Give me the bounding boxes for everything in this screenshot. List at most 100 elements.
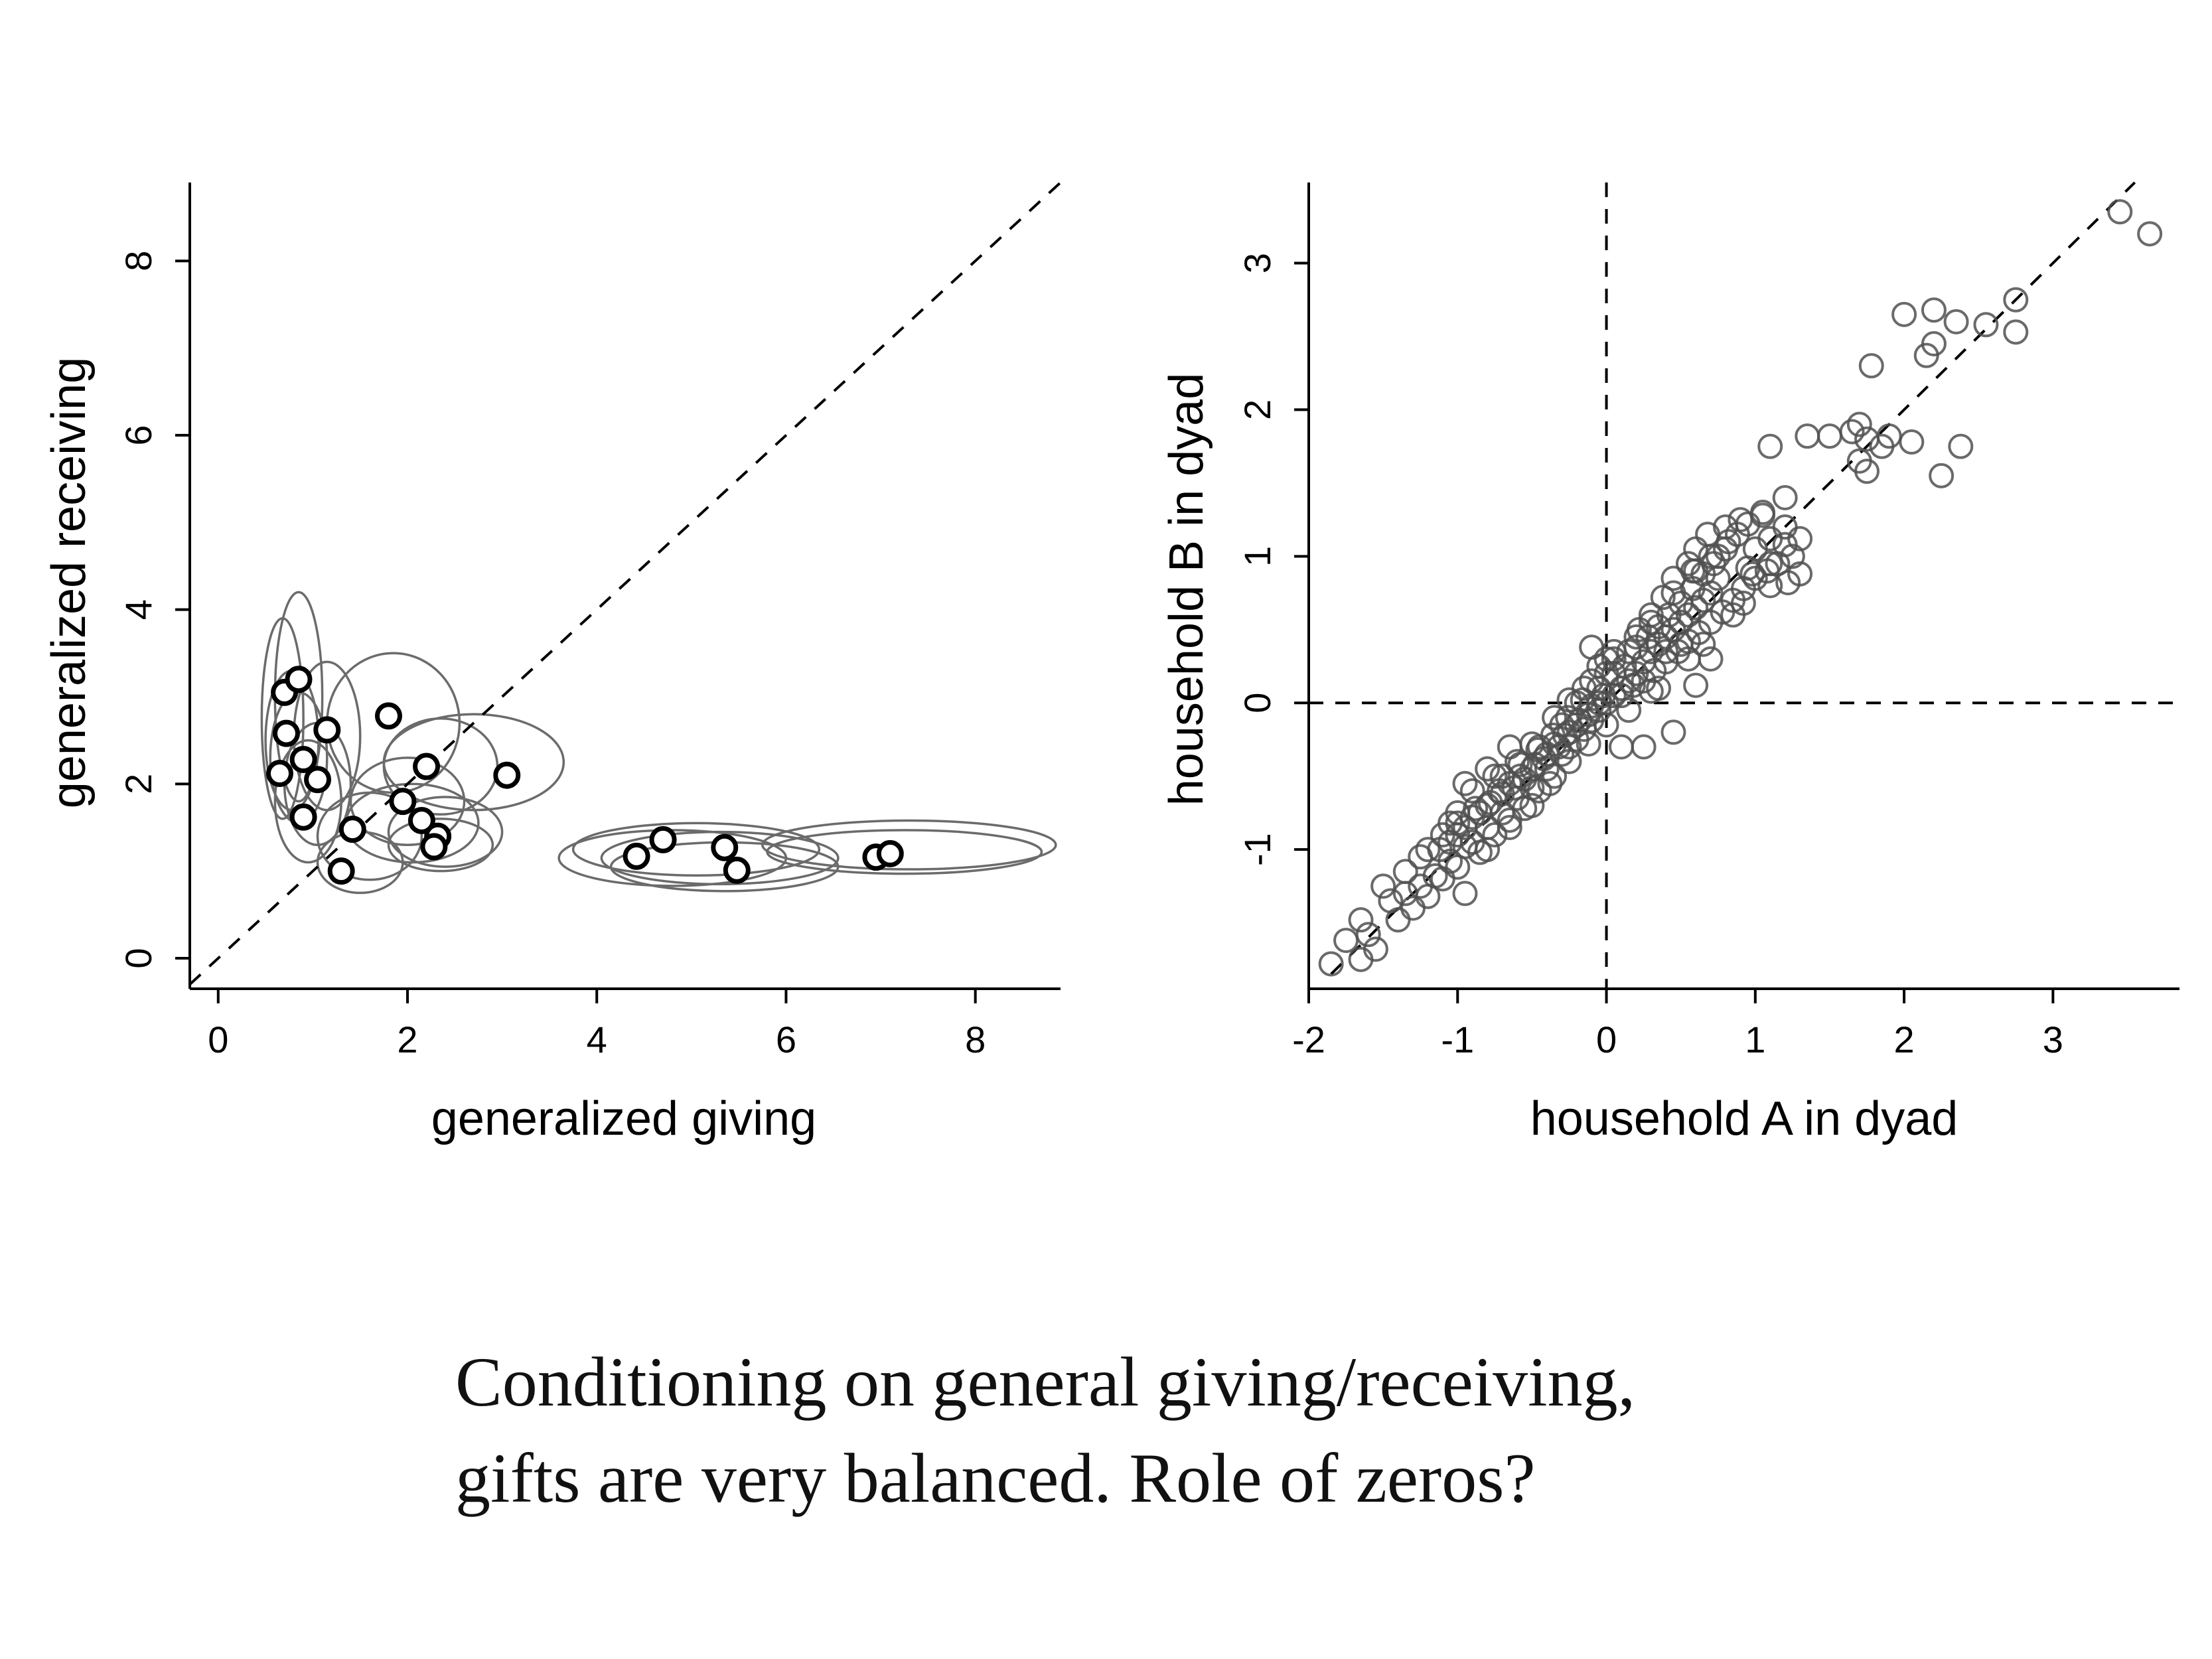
y-tick-label: 0 <box>1236 693 1278 713</box>
dyad-point <box>2107 199 2133 225</box>
posterior-ellipse <box>761 819 1057 871</box>
dyad-point <box>1846 448 1872 474</box>
y-tick-label: 4 <box>117 599 159 620</box>
household-point <box>389 788 417 816</box>
dyad-point <box>1482 763 1508 789</box>
dyad-point <box>1445 854 1471 880</box>
posterior-ellipse <box>260 617 305 820</box>
posterior-ellipse <box>600 830 840 886</box>
x-tick-label: 8 <box>965 1019 986 1060</box>
dyad-point <box>1579 634 1605 660</box>
x-tick-label: 2 <box>1894 1019 1915 1060</box>
dyad-point <box>2003 319 2029 345</box>
dyad-point <box>1787 561 1813 587</box>
left-y-ticks: 0 2 4 6 8 <box>117 251 190 969</box>
dyad-point <box>1750 500 1776 526</box>
dyad-point <box>1772 484 1798 510</box>
household-point <box>374 702 402 730</box>
dyad-point <box>1683 672 1709 698</box>
posterior-ellipse <box>387 796 504 868</box>
x-tick-label: 3 <box>2043 1019 2063 1060</box>
dyad-point <box>1683 595 1709 620</box>
x-tick-label: 6 <box>776 1019 796 1060</box>
dyad-point <box>1921 297 1947 323</box>
dyad-point <box>1690 631 1716 657</box>
dyad-point <box>1943 309 1969 334</box>
household-point <box>711 833 739 861</box>
dyad-point <box>1638 602 1664 628</box>
caption-line-2: gifts are very balanced. Role of zeros? <box>455 1439 1536 1517</box>
dyad-point <box>1616 668 1642 694</box>
dyad-point <box>1616 697 1642 723</box>
dyad-point <box>1556 734 1582 760</box>
dyad-point <box>1363 936 1388 962</box>
household-point <box>413 753 441 780</box>
dyad-point <box>2137 221 2163 247</box>
dyad-point <box>1475 837 1501 863</box>
right-identity-line <box>1330 181 2136 975</box>
dyad-point <box>1929 463 1954 488</box>
dyad-point <box>1705 565 1731 591</box>
dyad-point <box>1680 558 1706 584</box>
dyad-point <box>1698 543 1724 569</box>
dyad-point <box>1586 676 1612 701</box>
dyad-point <box>1616 638 1642 664</box>
household-point <box>313 716 341 744</box>
dyad-point <box>1623 624 1649 650</box>
household-point <box>338 816 366 843</box>
dyad-point <box>1348 907 1374 933</box>
household-point <box>289 803 317 831</box>
posterior-ellipse <box>387 818 494 873</box>
dyad-point <box>1816 423 1842 449</box>
household-point <box>493 761 521 789</box>
dyad-point <box>1463 796 1489 822</box>
dyad-point <box>1540 722 1566 748</box>
posterior-ellipse <box>273 739 342 864</box>
dyad-point <box>1779 543 1805 569</box>
dyad-point <box>1728 507 1753 533</box>
dyad-point <box>1556 749 1582 774</box>
household-point <box>289 746 317 774</box>
x-tick-label: -2 <box>1292 1019 1325 1060</box>
dyad-point <box>2003 287 2029 313</box>
dyad-point <box>1452 881 1478 906</box>
x-tick-label: 0 <box>208 1019 228 1060</box>
x-tick-label: 1 <box>1745 1019 1765 1060</box>
dyad-point <box>1570 687 1595 713</box>
household-point <box>272 719 300 747</box>
dyad-point <box>1608 734 1634 760</box>
dyad-point <box>1571 676 1597 701</box>
dyad-point <box>1846 411 1872 437</box>
y-tick-label: 1 <box>1236 546 1278 567</box>
dyad-point <box>1370 873 1396 899</box>
dyad-point <box>1739 561 1765 587</box>
y-tick-label: -1 <box>1236 833 1278 866</box>
dyad-point <box>1333 928 1359 954</box>
left-x-axis-title: generalized giving <box>431 1092 816 1145</box>
dyad-point <box>1392 859 1418 885</box>
dyad-point <box>1497 815 1522 840</box>
dyad-point <box>1631 734 1657 760</box>
dyad-point <box>1452 770 1478 796</box>
posterior-ellipse <box>766 829 1043 875</box>
dyad-point <box>1576 731 1601 757</box>
household-point <box>407 806 435 834</box>
posterior-ellipse <box>316 830 404 895</box>
posterior-ellipse <box>571 822 821 877</box>
dyad-point <box>1537 770 1563 796</box>
y-tick-label: 8 <box>117 251 159 271</box>
dyad-point <box>1427 837 1453 863</box>
left-identity-line <box>188 181 1062 985</box>
posterior-ellipse <box>349 757 466 847</box>
household-point <box>265 760 293 788</box>
dyad-point <box>1653 638 1679 664</box>
x-tick-label: -1 <box>1441 1019 1474 1060</box>
dyad-point <box>1730 591 1756 616</box>
posterior-ellipse <box>316 791 423 881</box>
dyad-point <box>1675 646 1701 672</box>
dyad-point <box>1712 514 1738 540</box>
dyad-point <box>1555 705 1581 731</box>
dyad-point <box>1921 331 1947 356</box>
household-point <box>723 856 751 884</box>
right-x-ticks: -2 -1 0 1 2 3 <box>1292 989 2063 1060</box>
